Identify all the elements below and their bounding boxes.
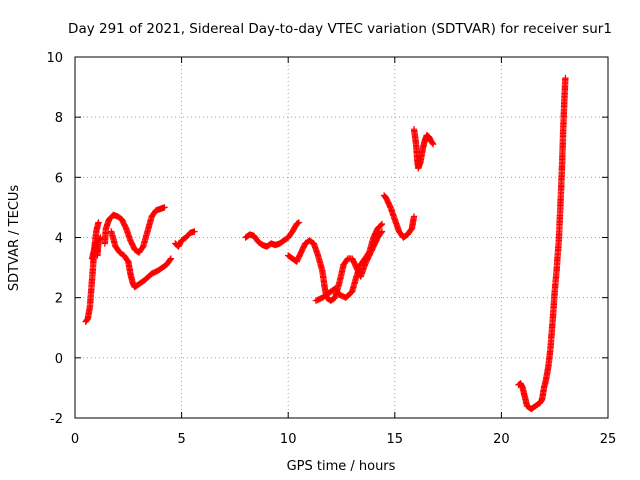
x-tick-label: 10	[280, 432, 297, 447]
y-tick-label: 10	[46, 51, 63, 66]
x-tick-label: 0	[71, 432, 79, 447]
y-tick-label: 2	[55, 292, 63, 307]
y-axis-label: SDTVAR / TECUs	[7, 185, 22, 292]
x-tick-label: 5	[177, 432, 185, 447]
x-tick-label: 15	[387, 432, 404, 447]
gridlines	[75, 57, 608, 418]
y-tick-label: 4	[55, 232, 63, 247]
y-tick-label: -2	[50, 412, 63, 427]
y-tick-label: 8	[55, 111, 63, 126]
x-axis-label: GPS time / hours	[287, 459, 396, 474]
chart-title: Day 291 of 2021, Sidereal Day-to-day VTE…	[68, 21, 612, 37]
y-tick-label: 6	[55, 171, 63, 186]
plot-frame	[74, 56, 609, 419]
x-tick-label: 20	[493, 432, 510, 447]
x-tick-label: 25	[600, 432, 617, 447]
data-series-sur1	[82, 74, 569, 413]
y-tick-label: 0	[55, 352, 63, 367]
x-axis-ticks: 0 5 10 15 20 25	[71, 57, 616, 447]
y-axis-ticks: -2 0 2 4 6 8 10	[46, 51, 608, 427]
data-points	[82, 74, 569, 413]
